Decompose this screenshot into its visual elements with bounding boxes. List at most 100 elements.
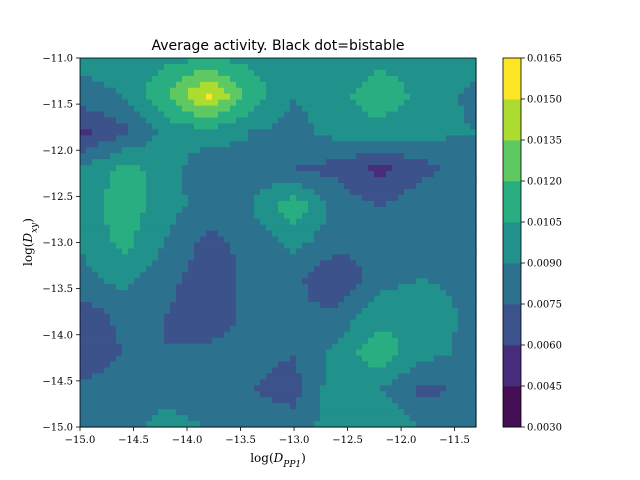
contour-cell xyxy=(332,290,339,297)
contour-cell xyxy=(404,177,411,184)
contour-cell xyxy=(416,147,423,154)
contour-cell xyxy=(374,313,381,321)
contour-cell xyxy=(374,105,381,113)
contour-cell xyxy=(230,313,237,321)
contour-cell xyxy=(338,75,345,83)
contour-cell xyxy=(320,63,327,71)
contour-cell xyxy=(188,313,195,321)
contour-cell xyxy=(236,224,243,232)
contour-cell xyxy=(470,129,477,136)
contour-cell xyxy=(332,331,339,339)
contour-cell xyxy=(200,117,207,125)
contour-cell xyxy=(98,391,105,398)
contour-cell xyxy=(410,81,417,89)
contour-cell xyxy=(98,99,105,107)
contour-cell xyxy=(194,93,201,101)
contour-cell xyxy=(386,200,393,208)
contour-cell xyxy=(392,99,399,107)
contour-cell xyxy=(308,165,315,172)
contour-cell xyxy=(380,105,387,113)
contour-cell xyxy=(368,409,375,416)
contour-cell xyxy=(452,296,459,303)
contour-cell xyxy=(188,373,195,380)
contour-cell xyxy=(302,135,309,142)
contour-cell xyxy=(440,397,447,404)
contour-cell xyxy=(134,188,141,196)
contour-cell xyxy=(152,379,159,386)
contour-cell xyxy=(404,93,411,101)
contour-cell xyxy=(320,284,327,291)
contour-cell xyxy=(104,141,111,148)
contour-cell xyxy=(224,105,231,113)
contour-cell xyxy=(452,319,459,327)
contour-cell xyxy=(410,409,417,416)
contour-cell xyxy=(248,409,255,416)
contour-cell xyxy=(230,367,237,375)
contour-cell xyxy=(176,218,183,226)
contour-cell xyxy=(470,105,477,113)
contour-cell xyxy=(212,111,219,119)
contour-cell xyxy=(410,230,417,238)
contour-cell xyxy=(134,385,141,392)
contour-cell xyxy=(254,147,261,154)
contour-cell xyxy=(434,272,441,279)
contour-cell xyxy=(182,188,189,196)
contour-cell xyxy=(182,367,189,375)
contour-cell xyxy=(422,296,429,303)
contour-cell xyxy=(440,415,447,422)
contour-cell xyxy=(404,290,411,297)
contour-cell xyxy=(248,415,255,422)
contour-cell xyxy=(278,343,285,351)
contour-cell xyxy=(110,111,117,119)
contour-cell xyxy=(410,111,417,119)
contour-cell xyxy=(140,81,147,89)
contour-cell xyxy=(218,391,225,398)
contour-cell xyxy=(146,409,153,416)
contour-cell xyxy=(440,361,447,369)
contour-cell xyxy=(404,302,411,309)
contour-cell xyxy=(206,218,213,226)
contour-cell xyxy=(98,141,105,148)
contour-cell xyxy=(428,307,435,315)
contour-cell xyxy=(224,337,231,345)
contour-cell xyxy=(284,403,291,410)
contour-cell xyxy=(458,284,465,291)
contour-cell xyxy=(260,93,267,101)
contour-cell xyxy=(296,218,303,226)
contour-cell xyxy=(344,290,351,297)
contour-cell xyxy=(386,153,393,160)
contour-cell xyxy=(110,230,117,238)
contour-cell xyxy=(356,63,363,71)
contour-cell xyxy=(428,415,435,422)
contour-cell xyxy=(464,218,471,226)
contour-cell xyxy=(134,141,141,148)
contour-cell xyxy=(272,307,279,315)
contour-cell xyxy=(170,105,177,113)
contour-cell xyxy=(278,254,285,261)
contour-cell xyxy=(314,296,321,303)
contour-cell xyxy=(470,373,477,380)
contour-cell xyxy=(266,313,273,321)
contour-cell xyxy=(470,230,477,238)
contour-cell xyxy=(158,105,165,113)
contour-cell xyxy=(338,337,345,345)
contour-cell xyxy=(302,284,309,291)
contour-cell xyxy=(146,117,153,125)
contour-cell xyxy=(80,177,87,184)
contour-cell xyxy=(350,397,357,404)
contour-cell xyxy=(464,230,471,238)
contour-cell xyxy=(326,123,333,131)
contour-cell xyxy=(200,218,207,226)
contour-cell xyxy=(188,63,195,71)
contour-cell xyxy=(170,254,177,261)
contour-cell xyxy=(470,307,477,315)
contour-cell xyxy=(296,284,303,291)
contour-cell xyxy=(422,415,429,422)
contour-cell xyxy=(362,63,369,71)
contour-cell xyxy=(86,188,93,196)
contour-cell xyxy=(374,99,381,107)
contour-cell xyxy=(104,337,111,345)
contour-cell xyxy=(446,58,453,65)
contour-cell xyxy=(422,373,429,380)
contour-cell xyxy=(458,75,465,83)
